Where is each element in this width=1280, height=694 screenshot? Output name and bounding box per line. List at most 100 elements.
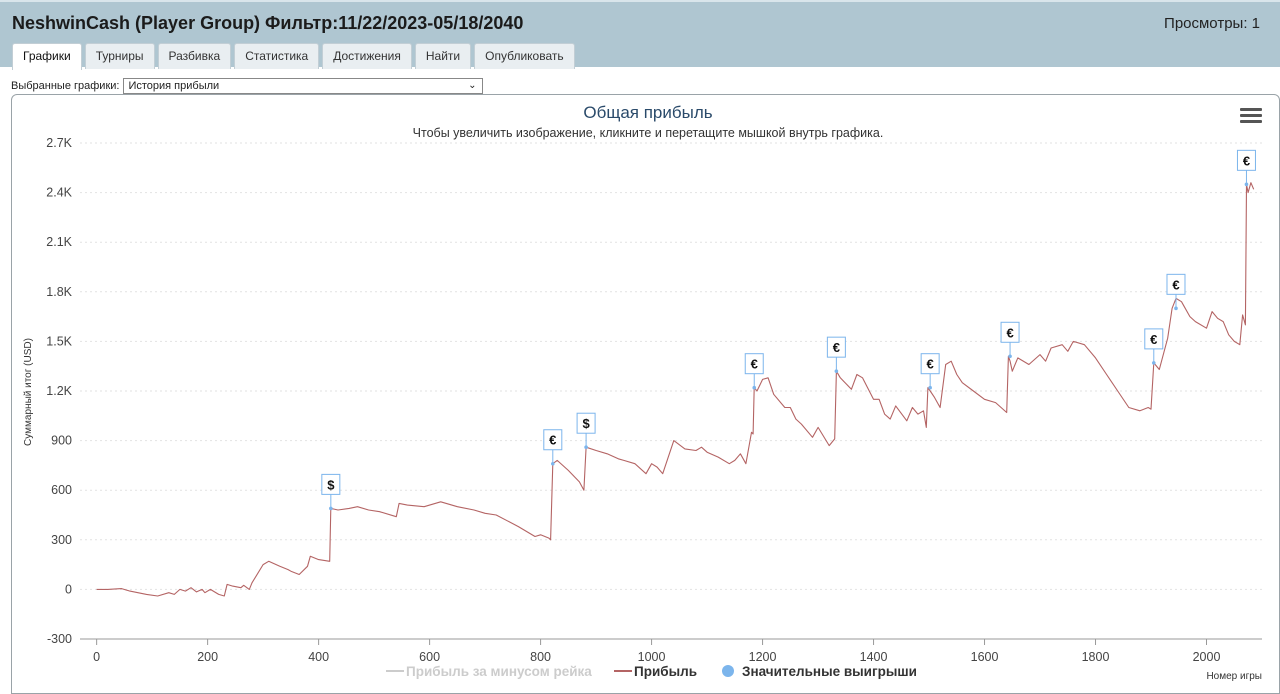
big-win-flag-box — [321, 473, 341, 495]
big-win-symbol: $ — [327, 477, 335, 492]
legend-item[interactable]: Прибыль — [614, 664, 697, 679]
big-win-markers: $ € $ € € € € € € € — [321, 149, 1256, 511]
chart-title: Общая прибыль — [583, 103, 712, 122]
big-win-symbol: € — [833, 340, 840, 355]
big-win-flag-box — [576, 412, 596, 434]
y-tick-label: 1.2K — [46, 384, 72, 398]
grid-lines — [80, 142, 1262, 640]
y-tick-label: 1.5K — [46, 334, 72, 348]
x-tick-label: 1400 — [860, 650, 888, 664]
legend-label: Прибыль — [634, 664, 697, 679]
tab-charts[interactable]: Графики — [12, 43, 82, 70]
big-win-point — [1174, 306, 1178, 311]
big-win-flag: € — [1166, 273, 1186, 311]
big-win-flag: $ — [321, 473, 341, 511]
chart-selector-label: Выбранные графики: — [11, 80, 120, 92]
y-tick-label: 2.4K — [46, 186, 72, 200]
views-counter: Просмотры: 1 — [1164, 15, 1260, 32]
big-win-point — [329, 506, 333, 511]
chart-subtitle: Чтобы увеличить изображение, кликните и … — [413, 126, 884, 140]
big-win-point — [928, 385, 932, 390]
y-tick-label: -300 — [47, 632, 72, 646]
profit-series-line — [96, 182, 1255, 597]
chart-selector-row: Выбранные графики: История прибыли ⌄ — [11, 78, 484, 94]
x-tick-label: 400 — [308, 650, 329, 664]
y-tick-label: 2.7K — [46, 136, 72, 150]
menu-icon-bar — [1240, 120, 1262, 123]
page-title: NeshwinCash (Player Group) Фильтр:11/22/… — [12, 13, 524, 33]
big-win-flag-box — [543, 429, 563, 451]
x-tick-label: 1800 — [1082, 650, 1110, 664]
menu-icon-bar — [1240, 114, 1262, 117]
big-win-point — [1244, 182, 1249, 187]
x-tick-label: 200 — [197, 650, 218, 664]
legend-label: Значительные выигрыши — [742, 664, 917, 679]
big-win-flag-box — [1166, 273, 1186, 295]
x-tick-label: 800 — [530, 650, 551, 664]
big-win-flag: € — [1236, 149, 1256, 187]
axes: -300 0 300 600 900 1.2K 1.5K 1.8K 2.1K 2.4K 2.7K 0 2… — [46, 136, 1262, 664]
big-win-flag: € — [826, 336, 846, 373]
big-win-symbol: € — [927, 357, 934, 372]
x-tick-label: 600 — [419, 650, 440, 664]
big-win-symbol: € — [1006, 325, 1013, 340]
chart-menu-button[interactable] — [1240, 108, 1262, 126]
x-tick-label: 1000 — [638, 650, 666, 664]
x-tick-label: 2000 — [1193, 650, 1221, 664]
big-win-point — [1008, 354, 1012, 359]
tab-tournaments[interactable]: Турниры — [84, 43, 155, 69]
big-win-flag-box — [1144, 328, 1164, 350]
big-win-flag: € — [1144, 328, 1164, 365]
big-win-flag: $ — [576, 412, 596, 450]
legend-symbol-dot — [722, 665, 734, 677]
big-win-point — [1151, 361, 1156, 365]
x-tick-label: 1600 — [971, 650, 999, 664]
big-win-flag-box — [744, 353, 764, 375]
big-win-point — [551, 461, 555, 466]
big-win-symbol: € — [751, 357, 758, 372]
tab-statistics[interactable]: Статистика — [234, 43, 320, 69]
legend-label: Прибыль за минусом рейка — [406, 664, 592, 679]
big-win-flag: € — [744, 353, 764, 390]
big-win-flag: € — [543, 429, 563, 466]
big-win-symbol: € — [549, 433, 556, 448]
y-axis-title: Суммарный итог (USD) — [23, 338, 34, 446]
big-win-flag-box — [826, 336, 846, 358]
legend: Прибыль за минусом рейка Прибыль Значитель… — [386, 664, 917, 679]
legend-item[interactable]: Значительные выигрыши — [722, 664, 917, 679]
y-tick-label: 600 — [51, 483, 72, 497]
big-win-symbol: € — [1172, 277, 1179, 292]
legend-item[interactable]: Прибыль за минусом рейка — [386, 664, 592, 679]
big-win-symbol: € — [1243, 153, 1250, 168]
big-win-flag: € — [920, 353, 940, 390]
x-tick-label: 0 — [93, 650, 100, 664]
chart-select-value: История прибыли — [128, 80, 220, 92]
chart-select-dropdown[interactable]: История прибыли ⌄ — [123, 78, 484, 94]
x-tick-label: 1200 — [749, 650, 777, 664]
y-tick-label: 0 — [65, 582, 72, 596]
big-win-point — [752, 385, 757, 390]
x-axis-title: Номер игры — [1206, 671, 1262, 682]
header-bar: NeshwinCash (Player Group) Фильтр:11/22/… — [0, 0, 1280, 70]
big-win-flag-box — [920, 353, 940, 375]
menu-icon — [1240, 108, 1262, 111]
y-tick-label: 900 — [51, 434, 72, 448]
tab-bar: Графики Турниры Разбивка Статистика Дост… — [12, 43, 575, 70]
big-win-point — [834, 369, 839, 373]
y-tick-label: 300 — [51, 533, 72, 547]
big-win-symbol: € — [1150, 332, 1157, 347]
series-layer — [96, 182, 1255, 597]
tab-achievements[interactable]: Достижения — [322, 43, 412, 69]
big-win-flag: € — [1000, 321, 1020, 359]
tab-breakdown[interactable]: Разбивка — [157, 43, 232, 69]
tab-find[interactable]: Найти — [414, 43, 472, 69]
chevron-down-icon: ⌄ — [468, 80, 477, 91]
y-tick-label: 1.8K — [46, 285, 72, 299]
big-win-point — [584, 445, 588, 450]
tab-publish[interactable]: Опубликовать — [474, 43, 575, 69]
y-tick-label: 2.1K — [46, 235, 72, 249]
chart-panel — [11, 94, 1280, 694]
big-win-flag-box — [1236, 149, 1256, 171]
big-win-symbol: $ — [582, 416, 590, 431]
